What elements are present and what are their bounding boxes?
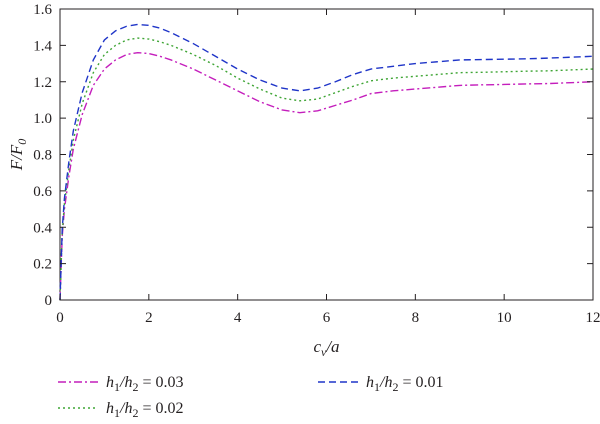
x-tick-label: 12 <box>586 310 600 326</box>
series-lines <box>59 23 594 301</box>
series-line-3 <box>59 23 594 301</box>
y-tick-label: 0.6 <box>33 184 52 200</box>
legend-item-2: h1/h2 = 0.02 <box>58 400 183 420</box>
y-axis-label-subscript: 0 <box>15 139 29 145</box>
legend-label: h1/h2 = 0.02 <box>106 400 183 420</box>
x-axis-label-subscript: v <box>321 345 327 359</box>
x-axis-label-base: c <box>313 337 321 356</box>
legend-label: h1/h2 = 0.03 <box>106 374 183 394</box>
y-axis-label: F/F0 <box>7 139 29 172</box>
y-tick-label: 1.2 <box>33 75 52 91</box>
x-axis-label: cv/a <box>313 337 339 359</box>
y-tick-labels: 0 0.2 0.4 0.6 0.8 1.0 1.2 1.4 1.6 <box>33 2 52 309</box>
legend-item-3: h1/h2 = 0.01 <box>318 374 443 394</box>
x-tick-label: 2 <box>145 310 153 326</box>
axis-ticks <box>59 8 594 301</box>
x-tick-label: 0 <box>56 310 64 326</box>
y-tick-label: 0.8 <box>33 148 52 164</box>
y-tick-label: 0.4 <box>33 220 52 236</box>
legend: h1/h2 = 0.03 h1/h2 = 0.02 h1/h2 = 0.01 <box>58 374 443 420</box>
x-axis-label-rest: /a <box>325 337 339 356</box>
legend-item-1: h1/h2 = 0.03 <box>58 374 183 394</box>
x-tick-label: 4 <box>234 310 242 326</box>
y-tick-label: 1.4 <box>33 38 52 54</box>
x-tick-label: 8 <box>412 310 420 326</box>
legend-label: h1/h2 = 0.01 <box>366 374 443 394</box>
y-tick-label: 1.0 <box>33 111 52 127</box>
x-tick-labels: 0 2 4 6 8 10 12 <box>56 310 600 326</box>
series-line-1 <box>59 51 594 301</box>
y-tick-label: 1.6 <box>33 2 52 18</box>
x-tick-label: 6 <box>323 310 331 326</box>
y-tick-label: 0.2 <box>33 257 52 273</box>
y-axis-label-base: F/F <box>7 144 26 171</box>
y-tick-label: 0 <box>45 293 53 309</box>
series-line-2 <box>59 37 594 301</box>
x-tick-label: 10 <box>497 310 512 326</box>
